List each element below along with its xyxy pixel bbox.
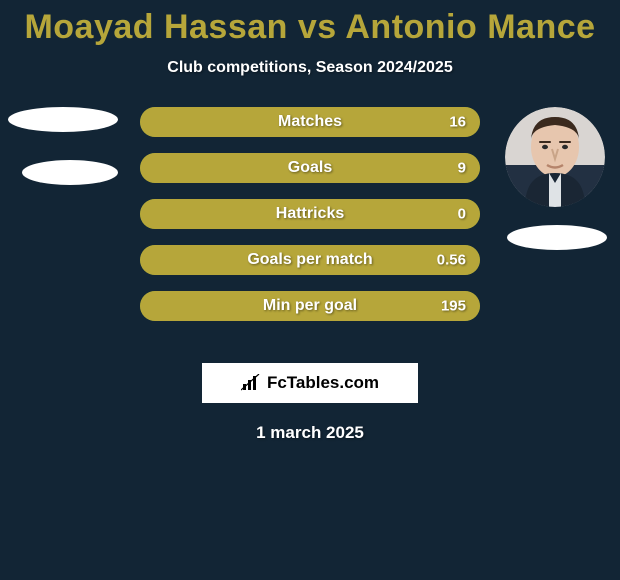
stat-value: 0.56 [437,252,466,269]
brand-text: FcTables.com [267,373,379,393]
player-left-column [8,107,118,357]
stat-value: 16 [449,114,466,131]
page-title: Moayad Hassan vs Antonio Mance [0,0,620,47]
stat-row: Matches 16 [140,107,480,137]
player-right-column [502,107,612,357]
stat-label: Goals [288,159,332,177]
brand[interactable]: FcTables.com [241,373,379,393]
player-right-avatar [505,107,605,207]
stat-value: 0 [458,206,466,223]
bar-chart-icon [241,374,263,392]
stat-row: Min per goal 195 [140,291,480,321]
stats-area: Matches 16 Goals 9 Hattricks 0 Goals per match… [0,107,620,357]
stat-label: Min per goal [263,297,357,315]
stat-value: 195 [441,298,466,315]
stat-row: Goals per match 0.56 [140,245,480,275]
stat-label: Goals per match [247,251,372,269]
stat-label: Hattricks [276,205,344,223]
player-left-placeholder-1 [8,107,118,132]
stat-value: 9 [458,160,466,177]
brand-box: FcTables.com [202,363,418,403]
avatar-icon [505,107,605,207]
stat-row: Hattricks 0 [140,199,480,229]
infographic-date: 1 march 2025 [0,423,620,443]
comparison-infographic: Moayad Hassan vs Antonio Mance Club comp… [0,0,620,580]
player-right-placeholder [507,225,607,250]
page-subtitle: Club competitions, Season 2024/2025 [0,59,620,77]
stat-row: Goals 9 [140,153,480,183]
stat-bars: Matches 16 Goals 9 Hattricks 0 Goals per match… [140,107,480,337]
stat-label: Matches [278,113,342,131]
player-left-placeholder-2 [22,160,118,185]
